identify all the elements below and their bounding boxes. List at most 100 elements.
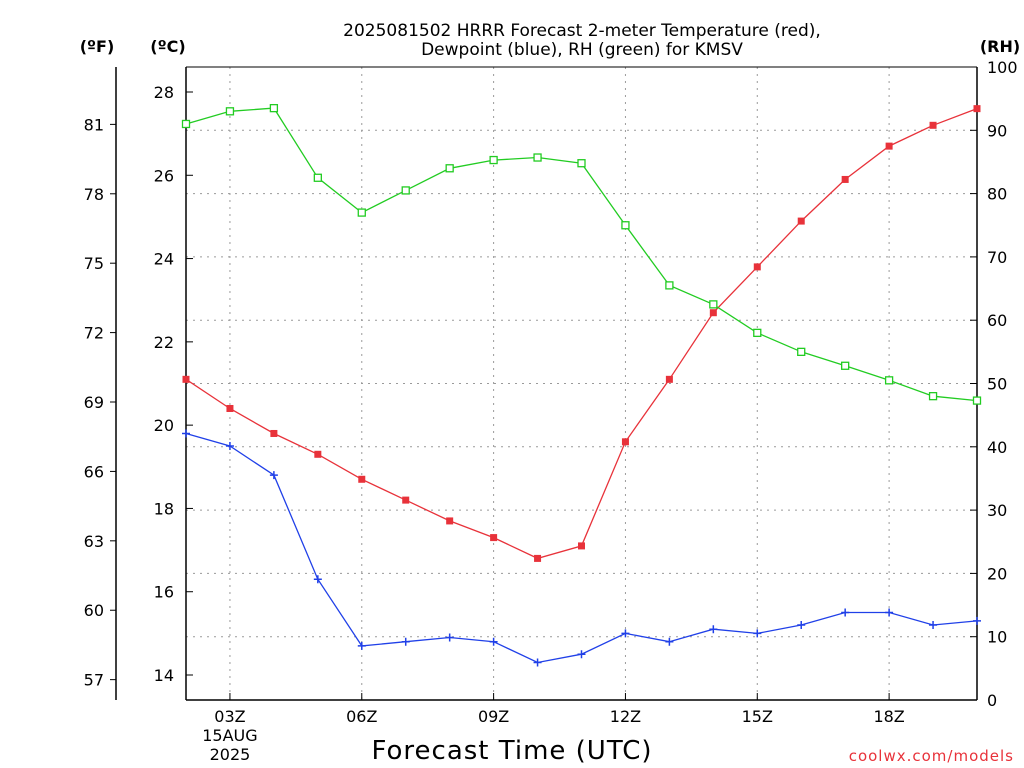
rh-axis-unit: (RH) — [980, 37, 1020, 56]
f-axis-tick-label: 78 — [84, 185, 104, 204]
series-temp-point — [490, 534, 498, 542]
grid-lines — [186, 67, 977, 700]
series-dewpoint-point — [621, 629, 630, 638]
series-rh-point — [884, 376, 894, 385]
series-rh-point — [753, 328, 762, 338]
series-temp-point — [534, 554, 542, 562]
series-dewpoint-point — [269, 471, 278, 480]
series-dewpoint-point — [357, 641, 366, 650]
series-dewpoint-point — [797, 621, 806, 630]
series-rh-point — [181, 119, 191, 129]
series-rh-point — [577, 159, 586, 168]
series-dewpoint — [182, 429, 981, 667]
series-rh-point — [928, 392, 938, 401]
c-axis-tick-label: 22 — [154, 333, 174, 352]
x-axis-tick-label: 03Z — [214, 707, 245, 726]
f-axis-unit: (ºF) — [80, 37, 115, 56]
series-temp-point — [182, 375, 190, 383]
series-rh-point — [972, 396, 982, 405]
series-temp — [182, 105, 981, 562]
series-temp-point — [709, 309, 717, 317]
c-axis-unit: (ºC) — [150, 37, 185, 56]
series-rh-line — [185, 107, 978, 402]
f-axis-tick-label: 69 — [84, 393, 104, 412]
f-axis-tick-label: 75 — [84, 254, 104, 273]
f-axis-tick-label: 60 — [84, 601, 104, 620]
x-axis-tick-label: 06Z — [346, 707, 377, 726]
c-axis-tick-label: 24 — [154, 250, 174, 269]
series-rh-point — [269, 103, 279, 113]
series-rh-point — [533, 153, 542, 162]
x-axis-tick-label: 15Z — [742, 707, 773, 726]
c-axis-tick-label: 28 — [154, 83, 174, 102]
series-temp-point — [578, 542, 585, 550]
series-dewpoint-point — [929, 621, 938, 630]
series-temp-point — [885, 142, 893, 150]
series-rh-point — [841, 361, 850, 370]
series-dewpoint-point — [709, 625, 718, 634]
series-temp-point — [226, 404, 234, 412]
series-dewpoint-point — [753, 629, 762, 638]
series-dewpoint-point — [489, 637, 498, 646]
series-temp-point — [753, 263, 761, 271]
series-temp-point — [270, 429, 278, 437]
series-dewpoint-point — [841, 608, 850, 617]
series-temp-point — [314, 450, 322, 458]
rh-axis-tick-label: 40 — [987, 438, 1007, 457]
rh-axis-tick-label: 10 — [987, 628, 1007, 647]
rh-axis-tick-label: 100 — [987, 58, 1018, 77]
series-dewpoint-point — [973, 616, 981, 625]
series-rh-point — [709, 300, 718, 309]
series-rh-point — [225, 107, 235, 116]
c-axis-tick-label: 14 — [154, 666, 174, 685]
rh-axis-tick-label: 70 — [987, 248, 1007, 267]
series-temp-point — [841, 175, 849, 183]
rh-axis-tick-label: 50 — [987, 375, 1007, 394]
rh-axis-tick-label: 60 — [987, 311, 1007, 330]
series-rh-point — [621, 221, 630, 230]
credit-text: coolwx.com/models — [849, 747, 1014, 765]
rh-axis-tick-label: 0 — [987, 691, 997, 710]
f-axis-tick-label: 63 — [84, 532, 104, 551]
series-temp-point — [929, 121, 937, 129]
series-rh-point — [797, 347, 806, 357]
rh-axis-tick-label: 80 — [987, 185, 1007, 204]
series-temp-point — [402, 496, 410, 504]
f-axis-tick-label: 66 — [84, 462, 104, 481]
x-axis-date-label: 15AUG — [202, 726, 257, 745]
x-axis-tick-label: 09Z — [478, 707, 509, 726]
series-temp-point — [621, 438, 629, 446]
series-temp-line — [185, 107, 978, 560]
series-rh-point — [665, 281, 674, 290]
series-dewpoint-point — [577, 650, 586, 659]
series-temp-point — [446, 517, 454, 525]
series-rh-point — [489, 155, 498, 165]
series-rh-point — [401, 186, 410, 195]
series-dewpoint-point — [445, 633, 454, 642]
series-rh-point — [313, 173, 322, 182]
axes: 14 16 18 20 22 24 26 28 57 60 63 66 69 72 75 78 81 0 10 20 3… — [84, 58, 1018, 764]
f-axis-tick-label: 81 — [84, 115, 104, 134]
series-dewpoint-point — [665, 637, 674, 646]
series-dewpoint-point — [885, 608, 894, 617]
c-axis-tick-label: 16 — [154, 583, 174, 602]
f-axis-tick-label: 57 — [84, 671, 104, 690]
c-axis-tick-label: 26 — [154, 166, 174, 185]
chart-title-line-2: Dewpoint (blue), RH (green) for KMSV — [421, 40, 743, 60]
series-temp-point — [358, 475, 366, 483]
chart-title: 2025081502 HRRR Forecast 2-meter Tempera… — [343, 21, 821, 60]
x-axis-tick-label: 18Z — [873, 707, 904, 726]
series-dewpoint-point — [182, 429, 190, 438]
f-axis-tick-label: 72 — [84, 324, 104, 343]
rh-axis-tick-label: 30 — [987, 501, 1007, 520]
chart-title-line-1: 2025081502 HRRR Forecast 2-meter Tempera… — [343, 21, 821, 41]
c-axis-tick-label: 18 — [154, 499, 174, 518]
series-dewpoint-point — [533, 658, 542, 667]
rh-axis-tick-label: 90 — [987, 121, 1007, 140]
x-axis-year-label: 2025 — [210, 745, 251, 764]
series-rh-point — [445, 164, 454, 173]
series-dewpoint-point — [225, 441, 234, 450]
rh-axis-tick-label: 20 — [987, 564, 1007, 583]
